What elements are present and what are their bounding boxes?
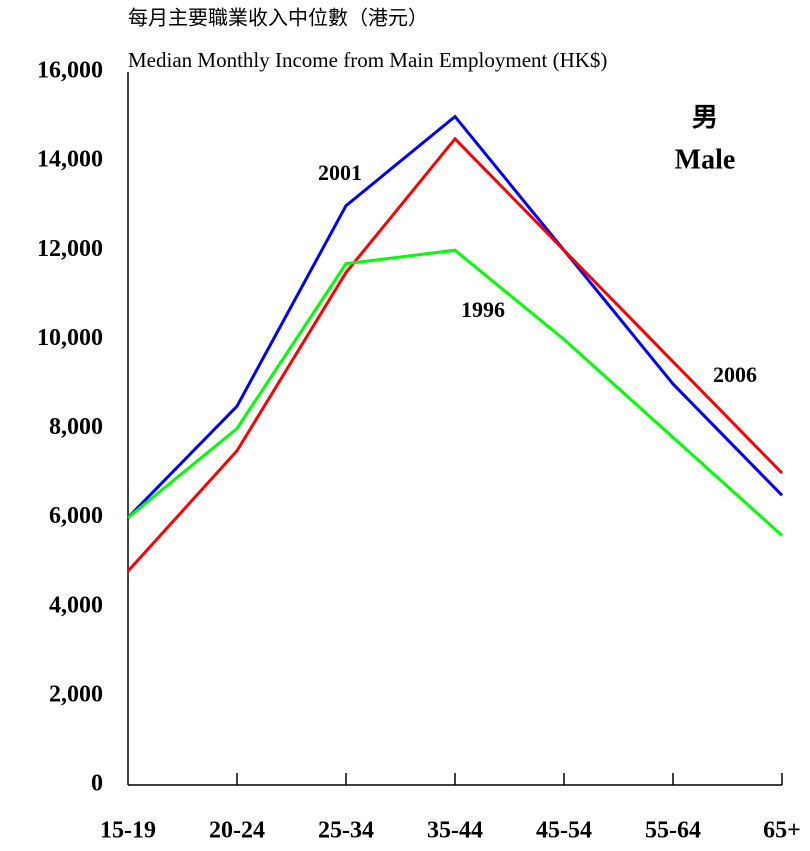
series-label: 1996 (461, 297, 505, 322)
chart-subtitle: Median Monthly Income from Main Employme… (128, 48, 607, 72)
chart-title: 每月主要職業收入中位數（港元） (128, 6, 428, 30)
annotation: Male (675, 144, 736, 175)
y-tick-label: 16,000 (37, 58, 103, 84)
y-tick-label: 10,000 (37, 325, 103, 351)
series-label: 2006 (713, 362, 757, 387)
x-tick-label: 25-34 (318, 818, 374, 844)
y-tick-label: 8,000 (49, 414, 103, 440)
x-tick-label: 20-24 (209, 818, 265, 844)
series-line (127, 248, 784, 537)
y-tick-label: 0 (91, 771, 103, 797)
series-line (126, 136, 784, 573)
y-tick-label: 14,000 (37, 147, 103, 173)
y-tick-label: 12,000 (37, 236, 103, 262)
x-tick-label: 55-64 (645, 818, 701, 844)
y-tick-label: 6,000 (49, 503, 103, 529)
x-tick-label: 35-44 (427, 818, 483, 844)
x-tick-label: 65+ (763, 818, 801, 844)
y-tick-label: 4,000 (49, 592, 103, 618)
x-tick-label: 15-19 (100, 818, 156, 844)
x-tick-label: 45-54 (536, 818, 592, 844)
series-label: 2001 (318, 160, 362, 185)
y-tick-label: 2,000 (49, 681, 103, 707)
annotation: 男 (692, 103, 718, 133)
series-line (126, 114, 784, 519)
